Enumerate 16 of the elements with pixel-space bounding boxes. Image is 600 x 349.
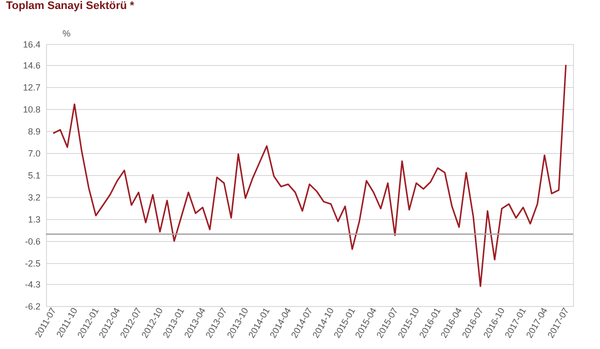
y-tick-label: 5.1 <box>28 170 40 180</box>
y-tick-label: 1.3 <box>28 214 40 225</box>
line-series <box>52 64 567 288</box>
y-axis-title: % <box>62 28 71 38</box>
y-tick-label: -4.3 <box>24 279 40 290</box>
y-tick-label: 14.6 <box>22 60 40 70</box>
chart-title: Toplam Sanayi Sektörü * <box>6 0 135 12</box>
y-tick-label: 3.2 <box>28 192 40 203</box>
y-tick-label: -2.5 <box>24 258 40 269</box>
y-tick-label: -6.2 <box>24 302 40 312</box>
y-tick-label: 12.7 <box>22 82 40 92</box>
y-tick-label: 16.4 <box>22 40 40 50</box>
y-tick-label: 8.9 <box>28 126 40 136</box>
y-tick-label: -0.6 <box>24 236 40 247</box>
y-tick-label: 10.8 <box>22 104 40 114</box>
y-tick-label: 7.0 <box>28 148 40 158</box>
